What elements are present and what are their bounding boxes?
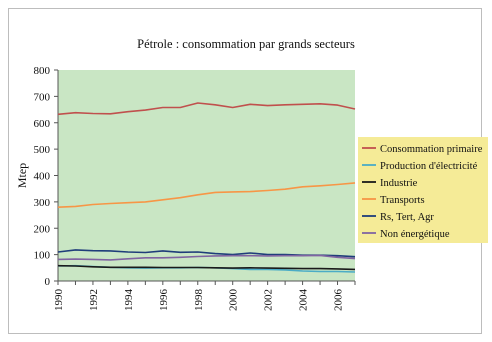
legend-label: Production d'électricité [380, 161, 478, 172]
y-tick-labels: 0 100 200 300 400 500 600 700 800 [34, 65, 51, 288]
chart-title: Pétrole : consommation par grands secteu… [137, 37, 355, 51]
y-tick-label: 300 [34, 197, 51, 209]
legend-label: Rs, Tert, Agr [380, 212, 434, 223]
legend-label: Industrie [380, 178, 418, 189]
x-tick-label: 1990 [53, 289, 65, 312]
legend-label: Non énergétique [380, 229, 450, 240]
y-tick-label: 100 [34, 250, 51, 262]
legend-label: Transports [380, 195, 425, 206]
y-axis-label: Mtep [15, 163, 29, 188]
y-tick-label: 700 [34, 91, 51, 103]
series-line-1 [57, 102, 356, 116]
x-tick-labels: 1990 1992 1994 1996 1998 2000 2002 2004 2006 [53, 289, 345, 312]
legend [358, 137, 488, 243]
x-tick-label: 1994 [123, 289, 135, 312]
x-tick-label: 2004 [298, 289, 310, 312]
x-tick-label: 1996 [158, 289, 170, 312]
axes [54, 69, 356, 285]
y-tick-label: 200 [34, 223, 51, 235]
plot-area [58, 70, 355, 281]
y-tick-label: 800 [34, 65, 51, 77]
series-line-3 [57, 264, 356, 271]
y-tick-label: 0 [45, 276, 51, 288]
legend-label: Consommation primaire [380, 144, 483, 155]
x-tick-label: 2000 [228, 289, 240, 312]
x-tick-label: 2006 [333, 289, 345, 312]
y-tick-label: 600 [34, 118, 51, 130]
series-line-4 [57, 182, 356, 208]
y-tick-label: 400 [34, 171, 51, 183]
x-tick-label: 1992 [88, 289, 100, 311]
x-tick-label: 1998 [193, 289, 205, 312]
series-layer [57, 102, 356, 273]
series-line-6 [57, 254, 356, 261]
y-tick-label: 500 [34, 144, 51, 156]
legend-items: Consommation primaire Production d'électr… [362, 144, 483, 240]
x-tick-label: 2002 [263, 289, 275, 311]
